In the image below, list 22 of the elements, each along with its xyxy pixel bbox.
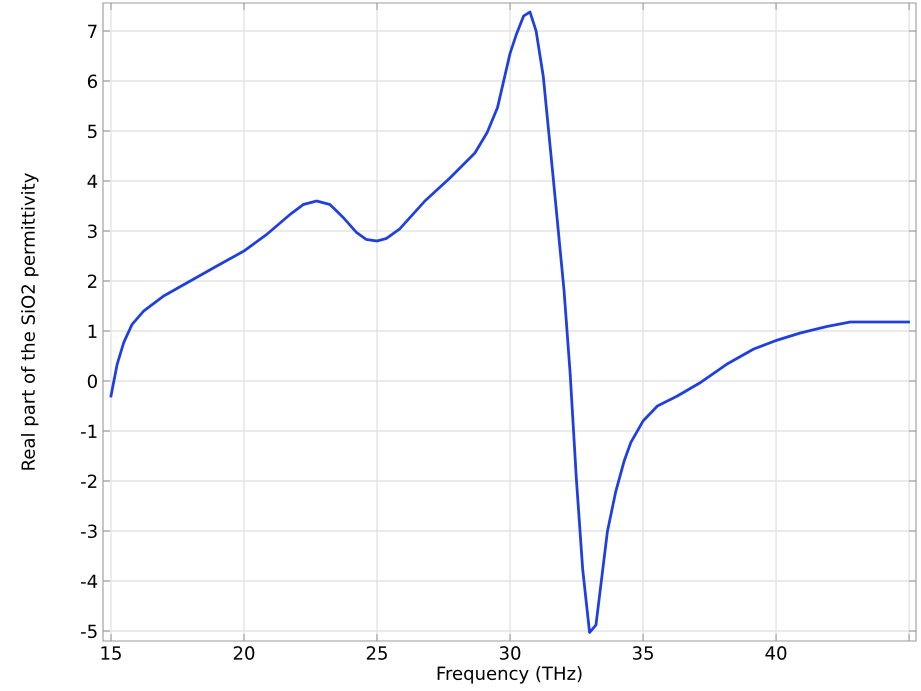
y-tick-label: -1 bbox=[81, 424, 96, 438]
y-tick-label: -4 bbox=[81, 574, 98, 588]
y-tick-label: 4 bbox=[88, 174, 98, 188]
y-axis-title: Real part of the SiO2 permittivity bbox=[20, 173, 38, 470]
y-tick-label: 2 bbox=[88, 274, 96, 288]
y-tick-label: 3 bbox=[88, 224, 97, 238]
y-tick-label: -2 bbox=[81, 474, 96, 488]
y-tick-label: 6 bbox=[88, 74, 97, 88]
y-tick-label: 7 bbox=[88, 24, 97, 38]
x-tick-label: 40 bbox=[765, 646, 786, 660]
y-tick-label: -3 bbox=[81, 524, 97, 538]
x-tick-label: 35 bbox=[632, 646, 653, 660]
x-axis-title: Frequency (THz) bbox=[438, 666, 582, 684]
y-tick-label: 5 bbox=[88, 124, 97, 138]
y-tick-label: 1 bbox=[88, 324, 96, 338]
y-tick-label: -5 bbox=[81, 624, 97, 638]
x-tick-label: 25 bbox=[366, 646, 387, 660]
x-tick-label: 30 bbox=[500, 646, 520, 660]
line-series bbox=[110, 10, 910, 634]
x-tick-label: 20 bbox=[234, 646, 254, 660]
y-tick-label: 0 bbox=[88, 374, 97, 388]
x-tick-label: 15 bbox=[101, 646, 121, 660]
